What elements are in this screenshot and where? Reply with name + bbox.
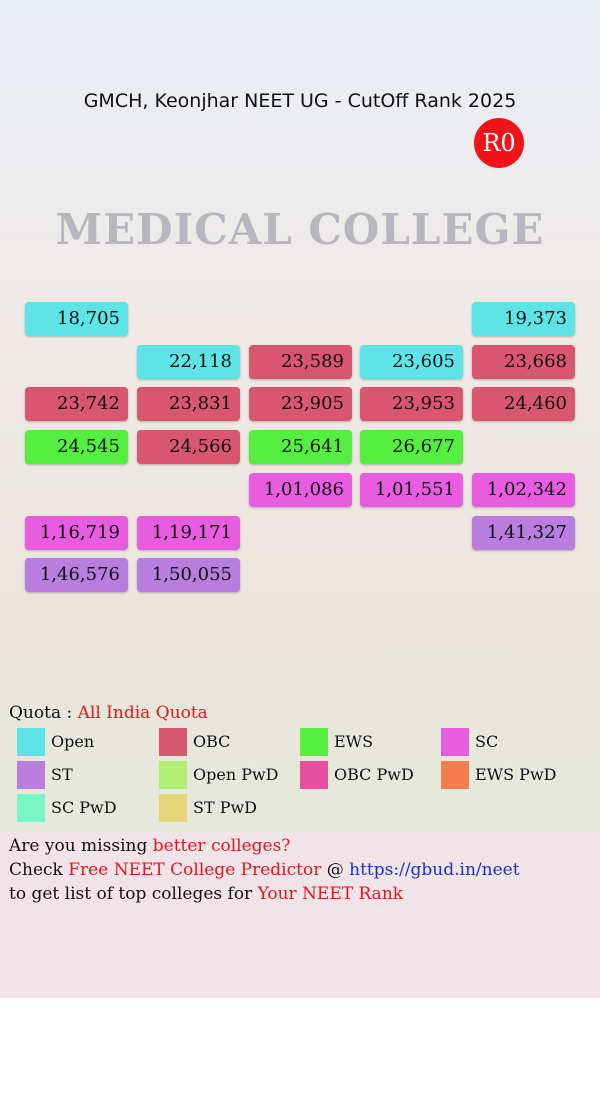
legend-swatch: [17, 728, 45, 756]
quota: Quota : All India Quota: [9, 703, 208, 723]
rank-cell: 23,831: [137, 387, 240, 422]
rank-cell: 23,589: [249, 344, 352, 379]
footer-line: Are you missing better colleges?: [9, 836, 290, 856]
legend-swatch: [300, 761, 328, 789]
legend-item: SC PwD: [17, 794, 117, 822]
background-sign: MEDICAL COLLEGE: [55, 205, 545, 254]
legend-label: OBC PwD: [334, 765, 414, 784]
footer-line: to get list of top colleges for Your NEE…: [9, 884, 403, 904]
rank-cell: 26,677: [360, 430, 463, 465]
rank-cell: 1,46,576: [25, 558, 128, 593]
legend-item: ST PwD: [159, 794, 257, 822]
rank-cell: 1,01,086: [249, 472, 352, 507]
legend-label: OBC: [193, 732, 231, 751]
rank-cell: 24,460: [472, 387, 575, 422]
rank-cell: 22,118: [137, 344, 240, 379]
legend-item: Open PwD: [159, 761, 279, 789]
footer-text: Free NEET College Predictor: [68, 860, 322, 880]
legend-item: OBC PwD: [300, 761, 414, 789]
legend-swatch: [159, 728, 187, 756]
rank-cell: 23,953: [360, 387, 463, 422]
legend-swatch: [159, 794, 187, 822]
legend-swatch: [159, 761, 187, 789]
quota-label: Quota :: [9, 703, 73, 723]
title: GMCH, Keonjhar NEET UG - CutOff Rank 202…: [83, 90, 517, 112]
legend-swatch: [17, 794, 45, 822]
legend-label: SC: [475, 732, 499, 751]
legend-swatch: [17, 761, 45, 789]
legend-item: ST: [17, 761, 73, 789]
legend-label: Open PwD: [193, 765, 279, 784]
legend-item: EWS: [300, 728, 373, 756]
rank-cell: 18,705: [25, 302, 128, 336]
rank-cell: 1,02,342: [472, 472, 575, 507]
rank-cell: 1,41,327: [472, 515, 575, 550]
rank-cell: 23,605: [360, 344, 463, 379]
rank-cell: 19,373: [472, 302, 575, 336]
rank-cell: 25,641: [249, 430, 352, 465]
legend-item: Open: [17, 728, 94, 756]
rank-cell: 24,566: [137, 430, 240, 465]
footer-text: Your NEET Rank: [257, 884, 404, 904]
legend-swatch: [441, 728, 469, 756]
footer-text: Check: [9, 860, 69, 880]
footer-text: better colleges?: [152, 836, 291, 856]
footer: Are you missing better colleges? Check Fr…: [0, 832, 600, 998]
legend-label: Open: [51, 732, 95, 751]
rank-cell: 1,16,719: [25, 515, 128, 550]
rank-cell: 23,668: [472, 344, 575, 379]
round-badge: R0: [474, 118, 524, 168]
legend-swatch: [441, 761, 469, 789]
legend-item: SC: [441, 728, 498, 756]
footer-text: Are you missing: [9, 836, 153, 856]
rank-cell: 24,545: [25, 430, 128, 465]
legend-swatch: [300, 728, 328, 756]
legend-label: SC PwD: [51, 798, 117, 817]
legend-label: EWS: [334, 732, 374, 751]
quota-value: All India Quota: [77, 703, 208, 723]
rank-cell: 23,905: [249, 387, 352, 422]
legend-label: ST PwD: [193, 798, 258, 817]
legend-item: OBC: [159, 728, 230, 756]
footer-line: Check Free NEET College Predictor @ http…: [9, 860, 520, 880]
legend-label: EWS PwD: [475, 765, 557, 784]
footer-text: https://gbud.in/neet: [349, 860, 520, 880]
legend-label: ST: [51, 765, 73, 784]
rank-cell: 1,01,551: [360, 472, 463, 507]
footer-text: to get list of top colleges for: [9, 884, 258, 904]
rank-cell: 23,742: [25, 387, 128, 422]
legend-item: EWS PwD: [441, 761, 556, 789]
rank-cell: 1,19,171: [137, 515, 240, 550]
footer-text: @: [321, 860, 350, 880]
rank-cell: 1,50,055: [137, 558, 240, 593]
